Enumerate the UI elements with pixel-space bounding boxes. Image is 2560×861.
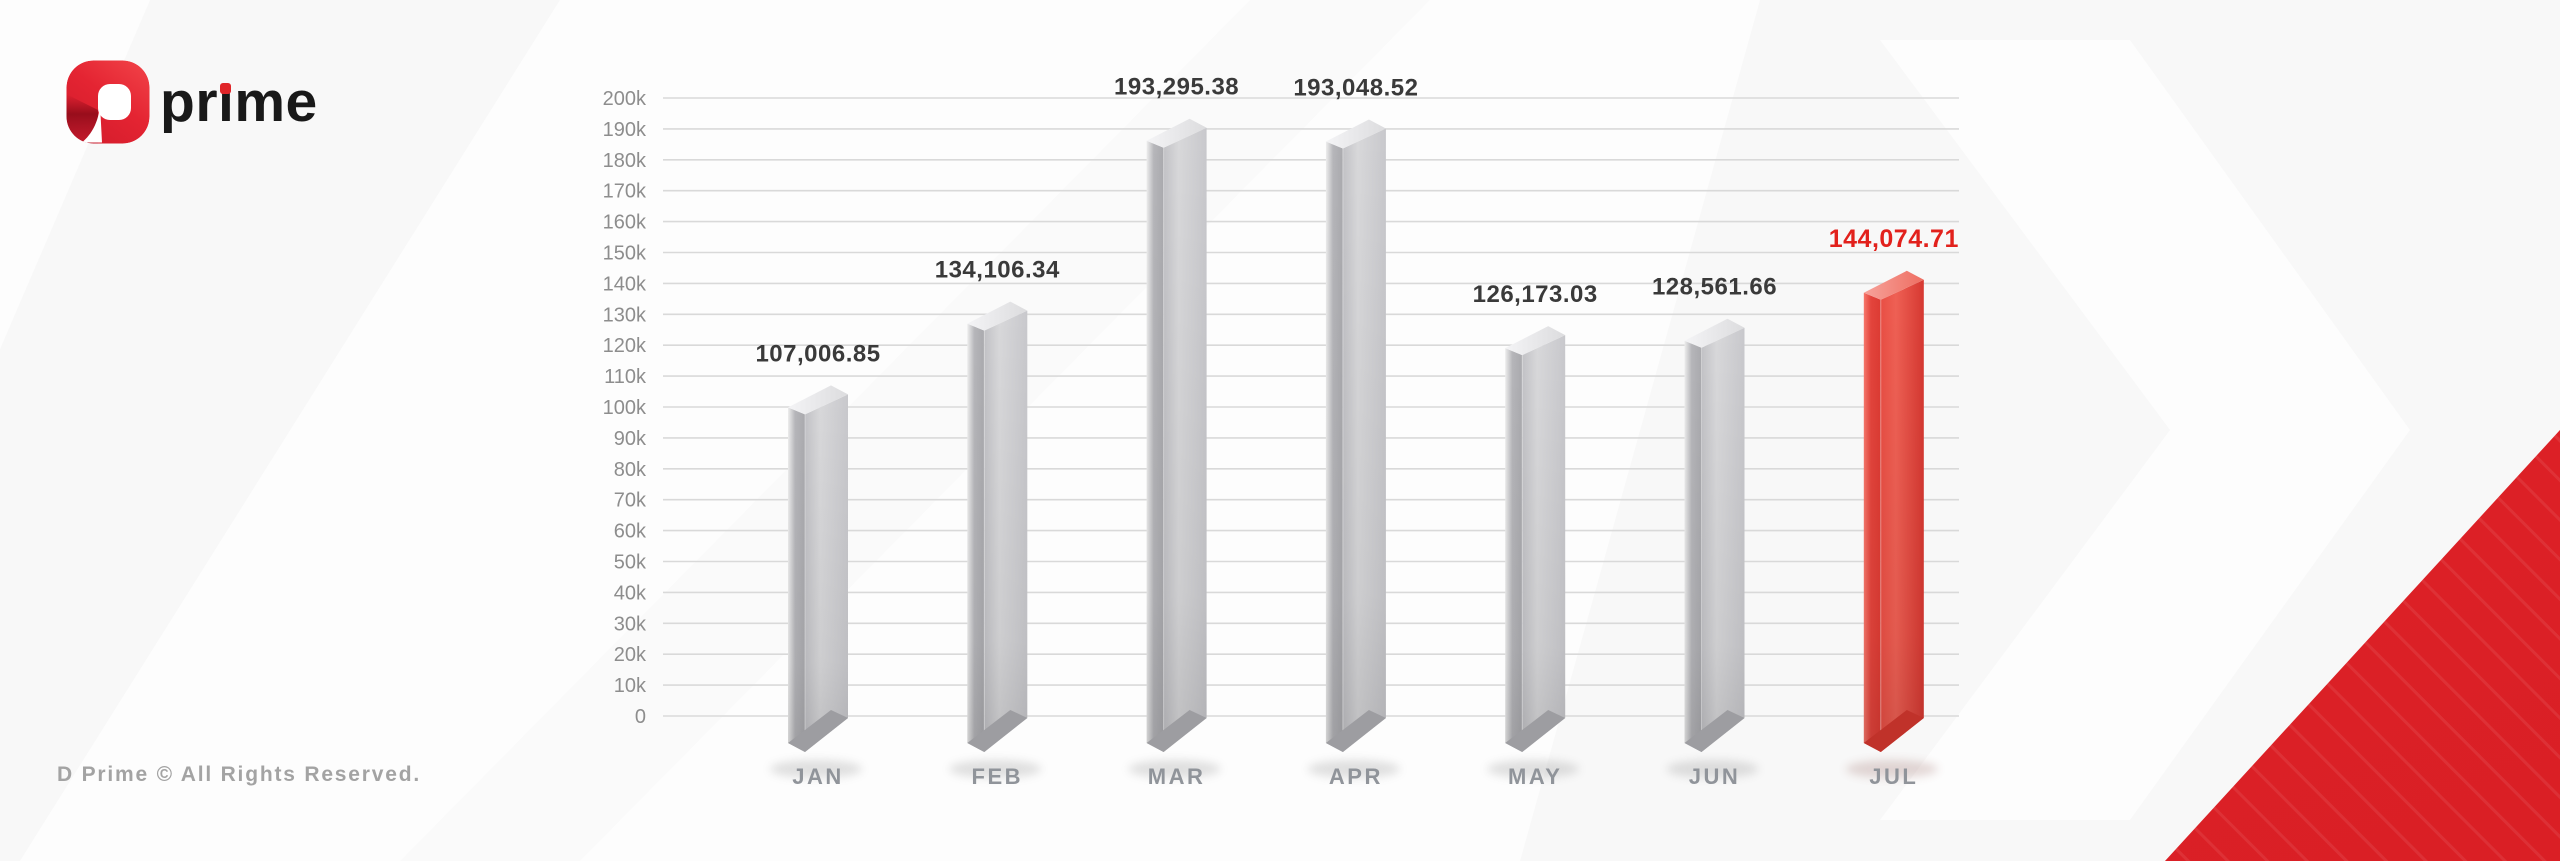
bar-shadow: [949, 760, 1042, 778]
y-axis-tick: 70k: [614, 490, 647, 512]
x-axis-label: MAR: [1148, 764, 1206, 789]
y-axis-tick: 170k: [603, 181, 647, 203]
bar-top-cap: [788, 385, 848, 415]
y-axis-tick: 130k: [603, 304, 647, 326]
bar-shadow: [1128, 760, 1221, 778]
bar-shading: [1325, 128, 1386, 752]
bar-bottom-cap: [1505, 710, 1566, 752]
y-axis-tick: 120k: [603, 335, 647, 357]
x-axis-label: APR: [1329, 764, 1383, 789]
bar-top-cap: [1146, 118, 1207, 148]
bar-value-label: 193,048.52: [1293, 74, 1418, 101]
bar-shadow: [1845, 760, 1938, 778]
y-axis-tick: 40k: [614, 582, 647, 604]
bar-top-cap: [1505, 326, 1566, 356]
y-axis-tick: 80k: [614, 459, 647, 481]
y-axis-tick: 20k: [614, 644, 647, 666]
bar-bottom-cap: [1146, 710, 1207, 752]
bar-shadow: [1307, 760, 1400, 778]
x-axis-label: JUL: [1869, 764, 1918, 789]
x-axis-label: JAN: [792, 764, 844, 789]
y-axis-tick: 90k: [614, 428, 647, 450]
bar-value-label: 107,006.85: [755, 340, 880, 367]
bar-bottom-cap: [788, 710, 848, 752]
bar-top-cap: [967, 301, 1028, 331]
corner-triangle-tint: [2165, 430, 2560, 861]
bar-highlight: [1845, 270, 1938, 778]
bar: [1666, 318, 1759, 778]
y-axis-tick: 110k: [604, 366, 647, 388]
bar-shading: [1863, 279, 1924, 752]
bar: [1307, 119, 1400, 778]
copyright-text: D Prime © All Rights Reserved.: [57, 763, 421, 786]
bar-bottom-cap: [1863, 710, 1924, 752]
bar-value-label: 193,295.38: [1114, 74, 1239, 101]
bar-top-cap: [1863, 270, 1924, 300]
logo-wordmark: pr ıme: [160, 70, 318, 134]
y-axis-tick: 180k: [603, 150, 647, 172]
logo-i-dot-icon: [220, 83, 231, 94]
bar-bottom-cap: [1325, 710, 1386, 752]
x-axis-label: FEB: [972, 764, 1024, 789]
bar: [770, 385, 862, 778]
bar-top-cap: [1325, 119, 1386, 149]
bar-shading: [788, 394, 848, 752]
bar-shading: [967, 310, 1028, 752]
y-axis-tick: 60k: [614, 521, 647, 543]
y-axis-tick: 200k: [603, 88, 647, 110]
logo-letter-i: ı: [218, 70, 235, 134]
y-axis-tick: 0: [635, 706, 646, 728]
y-axis-tick: 190k: [603, 119, 647, 141]
y-axis-tick: 160k: [603, 212, 647, 234]
d-prime-logo-icon: [66, 60, 150, 144]
bar-shadow: [1487, 760, 1580, 778]
bg-chevron: [1880, 40, 2410, 820]
bar-shadow: [1666, 760, 1759, 778]
bar-value-label: 126,173.03: [1473, 281, 1598, 308]
bar: [949, 301, 1042, 778]
x-axis-label: MAY: [1508, 764, 1562, 789]
corner-accent: [2165, 430, 2560, 861]
y-axis-tick: 150k: [603, 243, 647, 265]
bar: [1487, 326, 1580, 778]
bar: [1128, 118, 1221, 778]
bar-bottom-cap: [1684, 710, 1745, 752]
y-axis-tick: 30k: [614, 613, 647, 635]
bar-value-label: 134,106.34: [935, 257, 1060, 284]
bar-value-label: 144,074.71: [1829, 225, 1959, 253]
bar-value-label: 128,561.66: [1652, 274, 1777, 301]
bar-shading: [1684, 327, 1745, 752]
bar-shadow: [770, 760, 862, 778]
bar-bottom-cap: [967, 710, 1028, 752]
bar-shading: [1505, 335, 1566, 752]
y-axis-tick: 100k: [603, 397, 647, 419]
x-axis-label: JUN: [1689, 764, 1741, 789]
bar-top-cap: [1684, 318, 1745, 348]
y-axis-tick: 10k: [614, 675, 647, 697]
y-axis-tick: 140k: [603, 273, 647, 295]
y-axis-tick: 50k: [614, 552, 647, 574]
bar-shading: [1146, 127, 1207, 752]
